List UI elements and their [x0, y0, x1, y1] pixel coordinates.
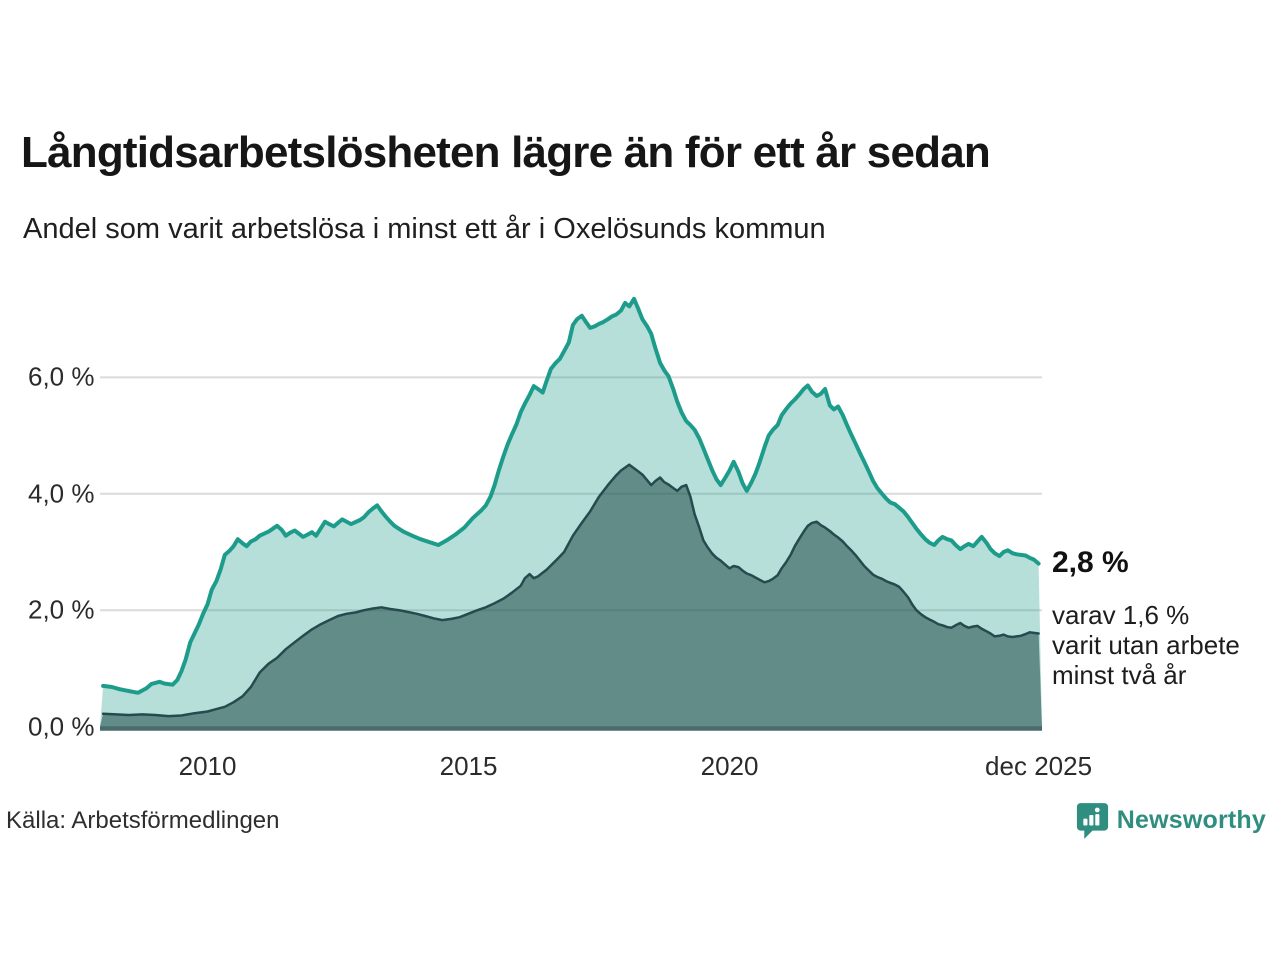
y-tick-label: 2,0 %	[28, 594, 95, 625]
y-tick-label: 6,0 %	[28, 361, 95, 392]
two-year-note-line: varit utan arbete	[1052, 630, 1240, 660]
x-tick-label: 2015	[439, 751, 498, 781]
x-tick-label: 2020	[700, 751, 759, 781]
x-tick-label: dec 2025	[985, 751, 1093, 781]
y-tick-label: 4,0 %	[28, 478, 95, 509]
two-year-note-line: minst två år	[1052, 660, 1187, 690]
series-line-1	[101, 463, 1040, 718]
x-tick-label: 2010	[178, 751, 237, 781]
newsworthy-logo: Newsworthy	[1076, 800, 1266, 840]
page-title: Långtidsarbetslösheten lägre än för ett …	[21, 128, 991, 177]
series-area-1	[100, 464, 1042, 727]
brand-name: Newsworthy	[1116, 805, 1266, 834]
latest-value-label: 2,8 %	[1052, 546, 1129, 579]
y-tick-label: 0,0 %	[28, 711, 95, 742]
newsworthy-bubble-icon	[1076, 802, 1108, 839]
two-year-note-line: varav 1,6 %	[1052, 600, 1190, 630]
two-year-note: varav 1,6 % varit utan arbete minst två …	[1052, 600, 1240, 690]
page-subtitle: Andel som varit arbetslösa i minst ett å…	[23, 213, 826, 245]
series-line-0	[101, 296, 1041, 695]
source-credit: Källa: Arbetsförmedlingen	[6, 807, 280, 834]
